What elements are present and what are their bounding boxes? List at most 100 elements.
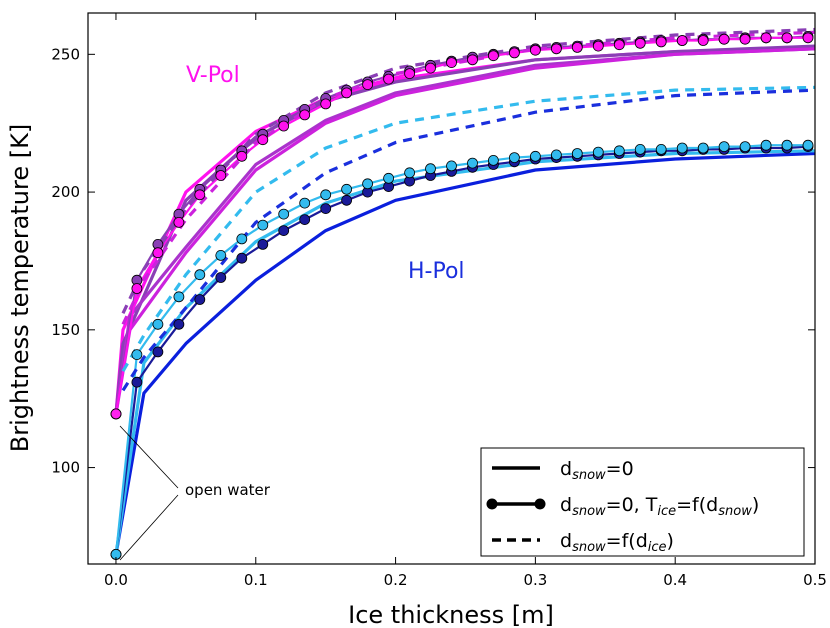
x-tick-label: 0.5 xyxy=(803,571,827,589)
series-12-point xyxy=(802,139,814,151)
series-12-point xyxy=(215,249,227,261)
series-6-point xyxy=(655,36,667,48)
series-6-point xyxy=(320,98,332,110)
series-6-point xyxy=(613,39,625,51)
series-12-point xyxy=(173,291,185,303)
series-12-point xyxy=(467,157,478,169)
legend-frame xyxy=(480,447,805,557)
series-6-point xyxy=(718,33,730,45)
legend-label-1: dsnow=0 xyxy=(560,458,634,483)
series-11-point xyxy=(278,225,290,237)
series-6-point xyxy=(802,32,814,44)
hpol-annotation: H-Pol xyxy=(408,259,465,284)
plot-frame xyxy=(87,12,816,565)
series-6-point xyxy=(404,68,416,79)
series-12-point xyxy=(592,146,604,158)
series-6-point xyxy=(299,109,311,121)
series-line-14 xyxy=(121,85,816,373)
series-6-point xyxy=(215,170,227,181)
series-11-point xyxy=(131,376,143,388)
series-11-point xyxy=(257,238,269,250)
series-6-point xyxy=(697,35,709,46)
series-6-point xyxy=(425,62,436,74)
series-12-point xyxy=(676,142,688,154)
series-6-point xyxy=(530,44,541,56)
series-12-point xyxy=(194,269,206,281)
series-6-point xyxy=(634,37,646,49)
series-6-point xyxy=(781,32,793,44)
series-6-point xyxy=(509,47,520,59)
series-11-point xyxy=(152,346,164,358)
y-tick-label: 100 xyxy=(51,459,80,477)
series-11-point xyxy=(173,318,185,330)
series-12-point xyxy=(299,197,311,209)
series-6-point xyxy=(383,73,395,85)
series-6-point xyxy=(551,43,562,55)
series-6-point xyxy=(278,120,290,132)
series-12-point xyxy=(404,167,416,179)
x-axis-label: Ice thickness [m] xyxy=(348,601,554,628)
series-line-12 xyxy=(114,144,808,555)
open-water-annotation: open water xyxy=(185,481,271,499)
series-12-point xyxy=(383,172,395,184)
series-11-point xyxy=(194,294,206,305)
series-6-point xyxy=(257,134,269,146)
series-12-point xyxy=(131,349,143,361)
series-11-point xyxy=(236,252,248,264)
x-tick-label: 0.3 xyxy=(523,571,547,589)
y-tick-label: 250 xyxy=(51,45,80,63)
series-12-point xyxy=(487,154,499,166)
open-water-point-1 xyxy=(110,408,122,420)
y-tick-label: 200 xyxy=(51,183,80,201)
series-line-8 xyxy=(121,27,816,314)
x-tick-label: 0.0 xyxy=(104,571,128,589)
series-12-point xyxy=(697,142,709,154)
series-12-point xyxy=(341,183,353,195)
series-line-13 xyxy=(121,88,816,392)
series-line-10 xyxy=(114,149,816,555)
series-line-4 xyxy=(114,47,816,415)
series-12-point xyxy=(613,145,625,157)
series-11-point xyxy=(299,214,311,226)
series-6-point xyxy=(571,42,583,53)
y-axis-label: Brightness temperature [K] xyxy=(6,124,34,452)
series-12-point xyxy=(257,219,269,231)
series-12-point xyxy=(760,139,772,151)
series-12-point xyxy=(362,178,374,190)
series-6-point xyxy=(362,79,374,90)
legend-marker-right xyxy=(534,498,546,510)
series-line-11 xyxy=(114,145,809,555)
series-11-point xyxy=(215,272,227,283)
series-6-point xyxy=(131,283,143,294)
series-6-point xyxy=(739,33,751,45)
series-12-point xyxy=(655,143,667,155)
open-water-pointer-lower xyxy=(119,494,179,561)
series-12-point xyxy=(781,139,793,151)
series-6-point xyxy=(236,150,248,162)
series-12-point xyxy=(446,160,457,172)
series-12-point xyxy=(718,141,730,153)
x-tick-label: 0.1 xyxy=(244,571,268,589)
legend-marker-left xyxy=(486,498,498,510)
series-6-point xyxy=(487,50,499,62)
series-12-point xyxy=(551,149,562,161)
tick-layer: 0.0 0.1 0.2 0.3 0.4 0.5 100 150 200 250 xyxy=(51,13,827,589)
series-12-point xyxy=(320,189,332,201)
legend: dsnow=0 dsnow=0, Tice=f(dsnow) dsnow=f(d… xyxy=(480,447,805,557)
series-6-point xyxy=(592,40,604,52)
series-12-point xyxy=(634,143,646,155)
series-12-point xyxy=(571,148,583,159)
series-12-point xyxy=(152,318,164,330)
x-tick-label: 0.2 xyxy=(384,571,408,589)
series-6-point xyxy=(341,87,353,99)
series-6-point xyxy=(173,216,185,228)
series-12-point xyxy=(425,163,436,175)
series-12-point xyxy=(278,208,290,220)
series-6-point xyxy=(152,247,164,259)
series-12-point xyxy=(530,150,541,162)
series-line-9 xyxy=(114,151,816,555)
vpol-annotation: V-Pol xyxy=(186,63,240,88)
series-12-point xyxy=(509,152,520,164)
series-6-point xyxy=(446,57,457,68)
